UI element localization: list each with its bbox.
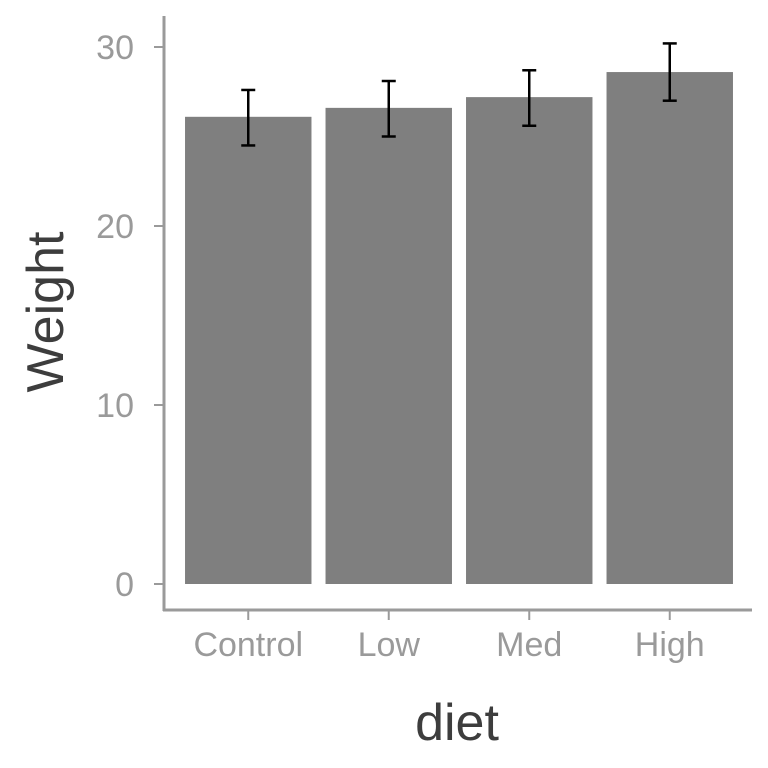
bar-high — [606, 72, 733, 584]
x-tick-label: High — [635, 626, 705, 664]
y-tick-label: 10 — [96, 387, 134, 425]
bar-med — [466, 97, 593, 585]
y-axis-title: Weight — [17, 231, 75, 392]
x-tick-label: Med — [496, 626, 562, 664]
x-tick-label: Control — [193, 626, 303, 664]
error-bar-control — [241, 88, 256, 147]
bars-group — [185, 72, 733, 585]
bar-low — [325, 107, 452, 585]
error-bar-high — [662, 42, 677, 102]
y-tick-label: 30 — [96, 29, 134, 67]
x-axis-title: diet — [415, 694, 499, 752]
x-ticks-group: Control Low Med High — [193, 610, 705, 664]
error-bars-group — [241, 42, 677, 147]
error-bar-low — [381, 79, 396, 138]
axes-group — [162, 16, 752, 612]
y-ticks-group: 0 10 20 30 — [96, 29, 164, 604]
y-tick-label: 0 — [115, 566, 134, 604]
x-tick-label: Low — [358, 626, 421, 664]
bar-control — [185, 116, 312, 584]
error-bar-med — [522, 69, 537, 128]
y-tick-label: 20 — [96, 208, 134, 246]
